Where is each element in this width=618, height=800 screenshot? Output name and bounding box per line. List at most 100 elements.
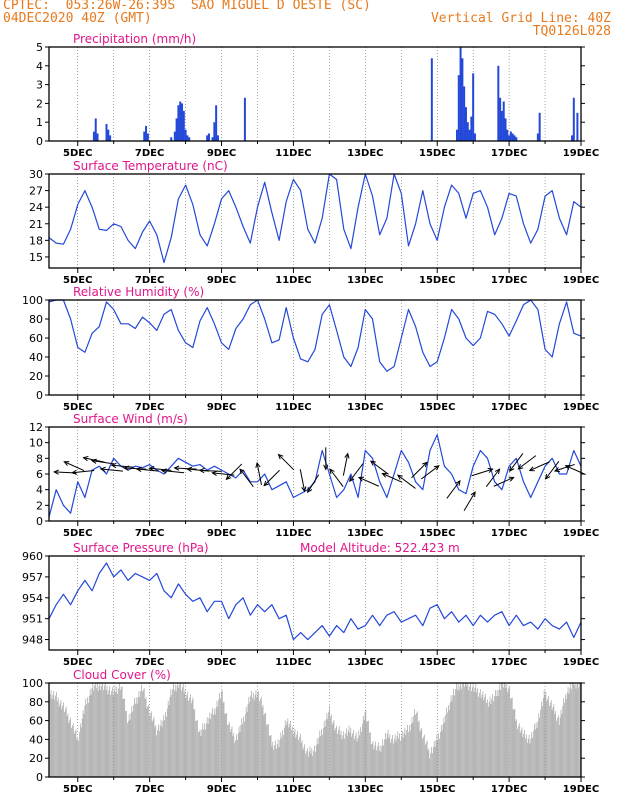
precip-bar	[504, 118, 507, 141]
precip-bar	[181, 103, 183, 141]
cloud-bar	[496, 689, 498, 777]
cloud-bar	[244, 721, 245, 777]
cloud-bar	[416, 712, 417, 777]
cloud-bar	[85, 698, 87, 777]
cloud-bar	[158, 724, 159, 777]
cloud-bar	[536, 728, 538, 777]
cloud-bar	[370, 744, 372, 777]
wind-arrow	[509, 453, 524, 472]
cloud-bar	[484, 697, 486, 777]
wind-arrow-head	[123, 465, 130, 471]
x-tick-label: 17DEC	[491, 528, 527, 539]
cloud-bar	[338, 730, 339, 777]
cloud-bar	[213, 708, 215, 777]
cloud-bar	[237, 733, 239, 777]
wind-arrow-shaft	[397, 474, 416, 489]
wind-arrow-shaft	[149, 467, 172, 471]
cloud-bar	[545, 691, 547, 777]
x-tick-label: 19DEC	[563, 528, 599, 539]
x-tick-label: 19DEC	[563, 784, 599, 795]
cloud-bar	[400, 740, 401, 777]
cloud-bar	[528, 735, 530, 777]
wind-arrow-head	[470, 491, 476, 498]
x-tick-label: 9DEC	[207, 528, 236, 539]
cloud-bar	[517, 728, 518, 777]
y-tick-label: 30	[29, 168, 43, 181]
cloud-bar	[235, 739, 236, 777]
cloud-bar	[375, 741, 377, 777]
cloud-bar	[468, 690, 470, 777]
cloud-bar	[330, 714, 332, 777]
cloud-bar	[218, 699, 220, 777]
cloud-bar	[372, 741, 374, 777]
cloud-bar	[104, 683, 106, 777]
cloud-bar	[369, 732, 370, 777]
cloud-bar	[114, 685, 116, 777]
cloud-bar	[92, 683, 94, 777]
cloud-bar	[65, 706, 67, 777]
cloud-bar	[152, 719, 154, 777]
wind-arrow-head	[553, 467, 560, 473]
cloud-bar	[391, 738, 392, 777]
x-tick-label: 19DEC	[563, 148, 599, 159]
cloud-bar	[421, 728, 423, 777]
cloud-bar	[352, 733, 353, 777]
precip-bar	[472, 73, 475, 141]
cloud-bar	[521, 727, 523, 777]
cloud-bar	[184, 689, 186, 777]
cloud-bar	[358, 730, 360, 777]
y-tick-label: 0	[36, 515, 43, 528]
cloud-bar	[393, 743, 394, 777]
x-tick-label: 5DEC	[63, 657, 92, 668]
precip-bar	[170, 137, 173, 141]
wind-arrow-head	[255, 461, 261, 468]
cloud-bar	[214, 714, 216, 777]
y-tick-label: 20	[29, 752, 43, 765]
cloud-bar	[186, 695, 188, 777]
cloud-bar	[534, 723, 535, 777]
cloud-bar	[311, 748, 313, 777]
cloud-bar	[56, 691, 57, 777]
wind-arrow-shaft	[342, 453, 349, 476]
wind-arrow-head	[225, 474, 232, 481]
wind-arrow	[110, 462, 134, 469]
cloud-bar	[135, 703, 136, 777]
cloud-bar	[469, 686, 470, 777]
cloud-bar	[287, 718, 289, 777]
cloud-bar	[301, 740, 303, 777]
x-tick-label: 7DEC	[135, 528, 164, 539]
wind-arrow-head	[110, 462, 117, 469]
cloud-bar	[156, 735, 157, 777]
wind-arrow-shaft	[565, 465, 586, 475]
precip-bar	[468, 129, 471, 141]
precip-panel: 0 1 2 3 4 5 5DEC 7DEC 9DEC 11DEC 13DEC 15DEC 17DEC 19…	[36, 32, 599, 159]
cloud-bar	[232, 735, 234, 777]
cloud-bar	[340, 730, 342, 777]
cloud-bar	[241, 718, 243, 777]
cloud-bar	[364, 712, 366, 777]
cloud-bar	[343, 731, 345, 777]
cloud-bar	[436, 734, 438, 777]
cloud-bar	[215, 707, 217, 777]
cloud-bar	[320, 735, 322, 777]
cloud-bar	[471, 687, 473, 777]
precip-bar	[182, 110, 185, 141]
x-tick-label: 13DEC	[347, 528, 383, 539]
wind-arrow-shaft	[124, 467, 147, 470]
cloud-bar	[73, 733, 75, 777]
cloud-bar	[142, 689, 144, 777]
cloud-bar	[305, 753, 306, 777]
wind-arrow-head	[344, 452, 350, 459]
cloud-bar	[93, 690, 95, 777]
cloud-bar	[140, 691, 142, 777]
y-tick-label: 8	[36, 452, 43, 465]
cloud-bar	[74, 731, 76, 777]
cloud-bar	[457, 683, 459, 777]
wind-arrow-shaft	[161, 470, 185, 474]
cloud-bar	[173, 683, 174, 777]
cloud-bar	[345, 733, 346, 777]
cloud-bar	[69, 720, 71, 777]
y-tick-label: 100	[22, 677, 43, 690]
cloud-bar	[573, 685, 575, 777]
cloud-bar	[219, 692, 220, 777]
